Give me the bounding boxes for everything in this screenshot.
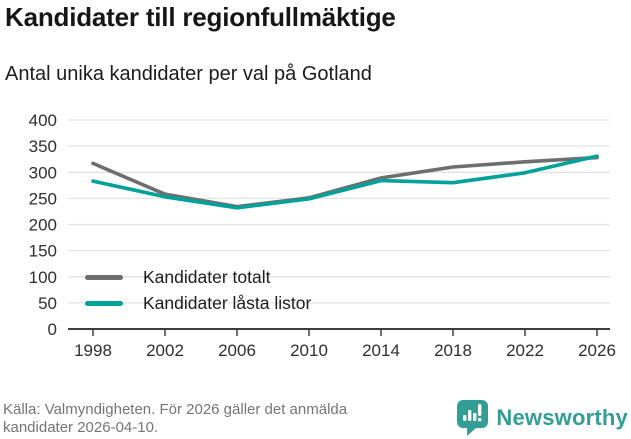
source-line-1: Källa: Valmyndigheten. För 2026 gäller d… bbox=[3, 401, 348, 418]
legend-label-total: Kandidater totalt bbox=[143, 266, 271, 287]
y-tick-label: 200 bbox=[29, 216, 57, 235]
legend: Kandidater totalt Kandidater låsta listo… bbox=[85, 264, 311, 316]
newsworthy-logo[interactable]: Newsworthy bbox=[457, 400, 628, 436]
y-tick-label: 400 bbox=[29, 111, 57, 130]
y-tick-label: 50 bbox=[38, 294, 57, 313]
legend-item-total: Kandidater totalt bbox=[85, 264, 311, 290]
legend-label-locked-lists: Kandidater låsta listor bbox=[143, 292, 312, 313]
chart-title: Kandidater till regionfullmäktige bbox=[5, 2, 396, 32]
y-tick-label: 0 bbox=[48, 320, 57, 339]
legend-swatch bbox=[85, 274, 123, 280]
x-tick-label: 2022 bbox=[506, 341, 544, 360]
legend-item-locked-lists: Kandidater låsta listor bbox=[85, 290, 311, 316]
x-tick-label: 2002 bbox=[146, 341, 184, 360]
y-tick-label: 150 bbox=[29, 242, 57, 261]
newsworthy-icon bbox=[457, 400, 489, 436]
source-note: Källa: Valmyndigheten. För 2026 gäller d… bbox=[3, 401, 473, 437]
x-tick-label: 2026 bbox=[578, 341, 616, 360]
x-tick-label: 2018 bbox=[434, 341, 472, 360]
source-line-2: kandidater 2026-04-10. bbox=[3, 419, 159, 436]
chart-subtitle: Antal unika kandidater per val på Gotlan… bbox=[5, 63, 372, 85]
y-tick-label: 250 bbox=[29, 189, 57, 208]
newsworthy-wordmark: Newsworthy bbox=[496, 405, 628, 430]
y-tick-label: 300 bbox=[29, 163, 57, 182]
y-tick-label: 100 bbox=[29, 268, 57, 287]
y-tick-label: 350 bbox=[29, 137, 57, 156]
legend-swatch bbox=[85, 300, 123, 306]
x-tick-label: 2010 bbox=[290, 341, 328, 360]
x-tick-label: 2014 bbox=[362, 341, 400, 360]
series-line-0 bbox=[91, 155, 599, 209]
bar-chart-glyph bbox=[463, 404, 482, 422]
series-line-1 bbox=[91, 154, 599, 210]
x-tick-label: 2006 bbox=[218, 341, 256, 360]
x-tick-label: 1998 bbox=[74, 341, 112, 360]
